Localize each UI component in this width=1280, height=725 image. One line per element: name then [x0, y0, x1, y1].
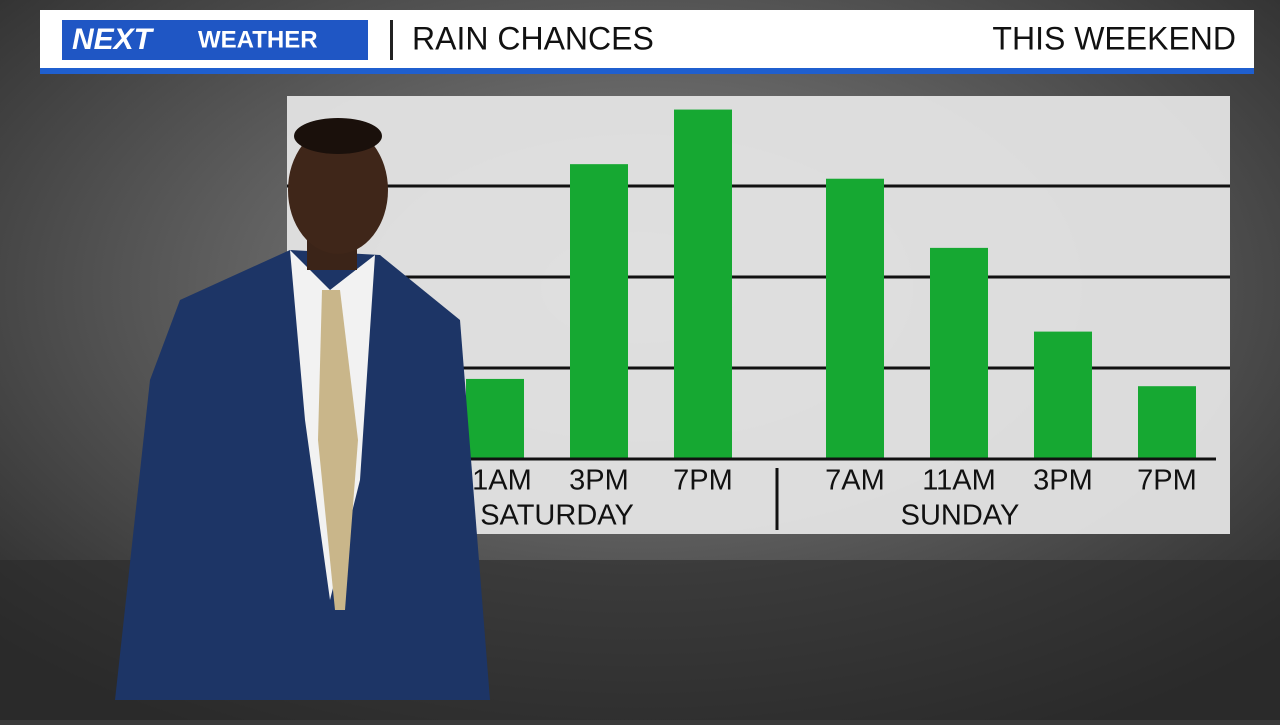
presenter-suit: [115, 250, 490, 700]
x-tick-label: 7AM: [825, 465, 885, 497]
bar: [1138, 386, 1196, 459]
presenter-head: [288, 126, 388, 254]
bar: [1034, 331, 1092, 459]
x-tick-label: 11AM: [922, 465, 996, 497]
bar: [466, 378, 524, 459]
presenter-tie: [318, 290, 358, 610]
chart-title: RAIN CHANCES: [412, 20, 654, 56]
day-label: SATURDAY: [480, 500, 634, 532]
header-underline: [40, 68, 1254, 74]
bar: [674, 109, 732, 459]
presenter-hair: [294, 118, 382, 154]
bar: [930, 247, 988, 459]
bar: [826, 178, 884, 459]
day-label: SUNDAY: [901, 500, 1020, 532]
x-tick-label: 7PM: [673, 465, 733, 497]
logo-box: [62, 20, 368, 60]
x-tick-label: 7PM: [1137, 465, 1197, 497]
x-tick-label: 3PM: [1033, 465, 1093, 497]
presenter: [115, 118, 490, 700]
bar: [570, 164, 628, 459]
logo-next: NEXT: [72, 23, 155, 56]
logo-weather: WEATHER: [198, 26, 318, 53]
header-divider: [390, 20, 393, 60]
chart-subtitle: THIS WEEKEND: [992, 20, 1236, 56]
x-tick-label: 3PM: [569, 465, 629, 497]
